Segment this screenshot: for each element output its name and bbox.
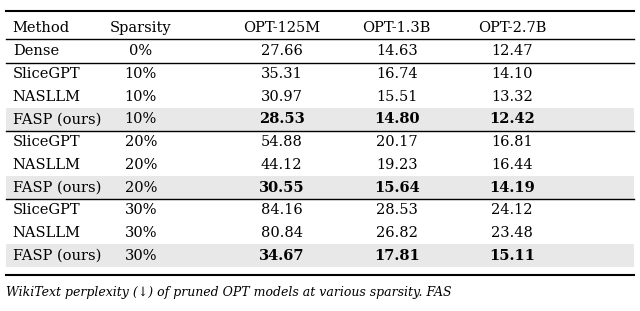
Text: NASLLM: NASLLM [13, 158, 81, 172]
Text: NASLLM: NASLLM [13, 90, 81, 104]
Text: 20%: 20% [125, 158, 157, 172]
Text: 15.11: 15.11 [489, 248, 535, 263]
Text: 15.64: 15.64 [374, 180, 420, 195]
Text: 12.42: 12.42 [489, 112, 535, 127]
Text: SliceGPT: SliceGPT [13, 67, 81, 81]
Text: 44.12: 44.12 [261, 158, 302, 172]
FancyBboxPatch shape [6, 108, 634, 131]
Text: 24.12: 24.12 [492, 203, 532, 217]
Text: Dense: Dense [13, 44, 59, 58]
Text: FASP (ours): FASP (ours) [13, 248, 101, 263]
Text: FASP (ours): FASP (ours) [13, 180, 101, 195]
Text: 10%: 10% [125, 112, 157, 127]
Text: 16.44: 16.44 [491, 158, 533, 172]
Text: FASP (ours): FASP (ours) [13, 112, 101, 127]
Text: 14.80: 14.80 [374, 112, 420, 127]
Text: 34.67: 34.67 [259, 248, 305, 263]
Text: 28.53: 28.53 [376, 203, 418, 217]
Text: 15.51: 15.51 [376, 90, 417, 104]
Text: 20%: 20% [125, 180, 157, 195]
Text: 14.63: 14.63 [376, 44, 418, 58]
Text: 30.97: 30.97 [260, 90, 303, 104]
Text: 30.55: 30.55 [259, 180, 305, 195]
Text: 30%: 30% [125, 203, 157, 217]
Text: 35.31: 35.31 [260, 67, 303, 81]
Text: SliceGPT: SliceGPT [13, 203, 81, 217]
Text: 23.48: 23.48 [491, 226, 533, 240]
Text: 16.81: 16.81 [491, 135, 533, 149]
Text: 80.84: 80.84 [260, 226, 303, 240]
Text: 30%: 30% [125, 248, 157, 263]
Text: 28.53: 28.53 [259, 112, 305, 127]
Text: Method: Method [13, 21, 70, 35]
Text: OPT-2.7B: OPT-2.7B [478, 21, 546, 35]
Text: 0%: 0% [129, 44, 152, 58]
Text: 20.17: 20.17 [376, 135, 418, 149]
Text: 26.82: 26.82 [376, 226, 418, 240]
Text: 20%: 20% [125, 135, 157, 149]
Text: NASLLM: NASLLM [13, 226, 81, 240]
Text: 13.32: 13.32 [491, 90, 533, 104]
Text: SliceGPT: SliceGPT [13, 135, 81, 149]
Text: 16.74: 16.74 [376, 67, 418, 81]
Text: 12.47: 12.47 [492, 44, 532, 58]
Text: WikiText perplexity (↓) of pruned OPT models at various sparsity. FAS: WikiText perplexity (↓) of pruned OPT mo… [6, 286, 452, 299]
Text: 27.66: 27.66 [260, 44, 303, 58]
Text: OPT-125M: OPT-125M [243, 21, 320, 35]
Text: OPT-1.3B: OPT-1.3B [363, 21, 431, 35]
Text: 84.16: 84.16 [260, 203, 303, 217]
Text: 19.23: 19.23 [376, 158, 418, 172]
FancyBboxPatch shape [6, 176, 634, 199]
Text: 10%: 10% [125, 90, 157, 104]
Text: 54.88: 54.88 [260, 135, 303, 149]
Text: Sparsity: Sparsity [110, 21, 172, 35]
FancyBboxPatch shape [6, 244, 634, 267]
Text: 30%: 30% [125, 226, 157, 240]
Text: 14.19: 14.19 [489, 180, 535, 195]
Text: 14.10: 14.10 [492, 67, 532, 81]
Text: 17.81: 17.81 [374, 248, 420, 263]
Text: 10%: 10% [125, 67, 157, 81]
